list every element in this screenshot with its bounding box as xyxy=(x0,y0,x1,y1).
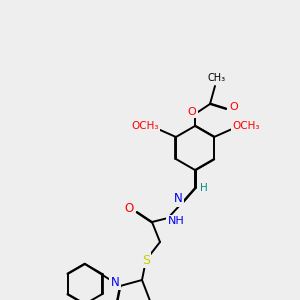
Text: OCH₃: OCH₃ xyxy=(232,121,260,131)
Text: H: H xyxy=(200,183,208,193)
Text: N: N xyxy=(106,299,114,300)
Text: CH₃: CH₃ xyxy=(208,73,226,83)
Text: N: N xyxy=(174,193,182,206)
Text: S: S xyxy=(142,254,150,266)
Text: O: O xyxy=(188,107,196,117)
Text: N: N xyxy=(154,299,162,300)
Text: N: N xyxy=(111,275,119,289)
Text: OCH₃: OCH₃ xyxy=(131,121,159,131)
Text: O: O xyxy=(124,202,134,215)
Text: O: O xyxy=(230,102,238,112)
Text: NH: NH xyxy=(168,216,184,226)
